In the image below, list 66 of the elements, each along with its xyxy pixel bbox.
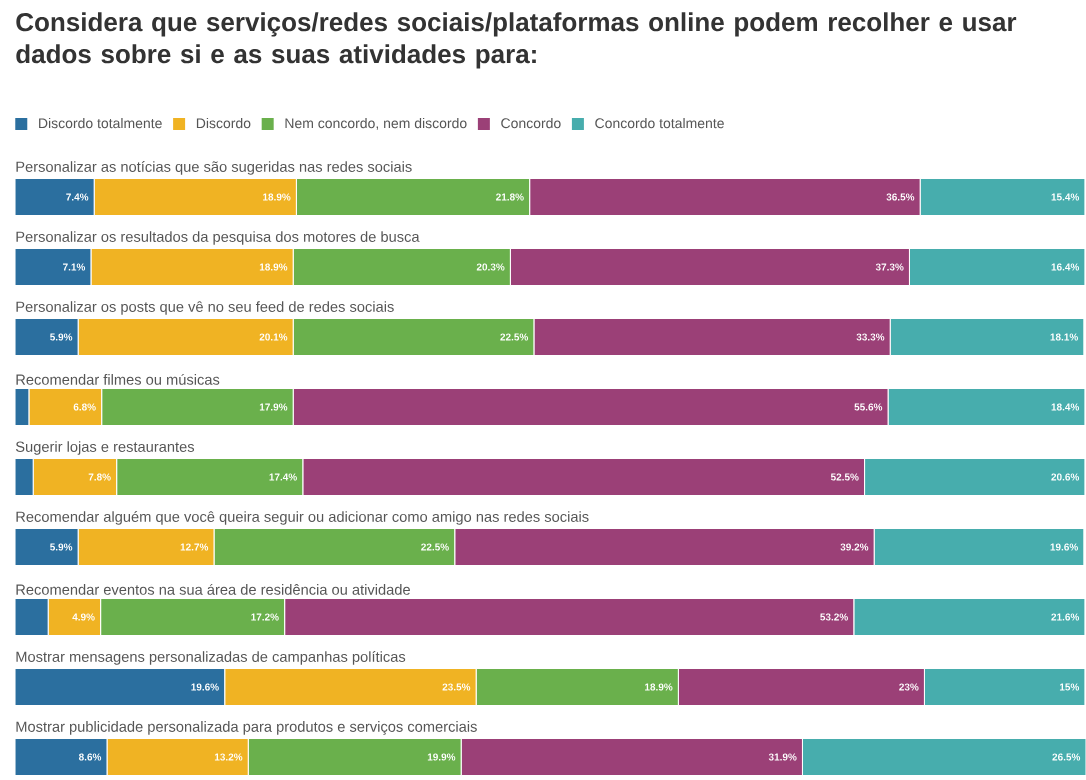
data-label: 7.8% [88,473,111,481]
y-tick-label: Recomendar eventos na sua área de residência ou atividade [16,583,410,595]
data-label: 16.4% [1051,263,1080,271]
legend-label: Discordo totalmente [39,117,162,129]
data-label: 7.1% [63,263,86,271]
data-label: 22.5% [500,333,529,341]
data-label: 13.2% [214,753,243,761]
y-tick-label: Mostrar publicidade personalizada para produtos e serviços comerciais [16,721,477,735]
data-label: 18.1% [1050,333,1078,341]
data-label: 8.6% [78,753,102,761]
data-label: 39.2% [840,543,869,551]
data-label: 37.3% [875,263,904,271]
data-label: 4.9% [72,613,95,621]
data-label: 6.8% [73,403,96,411]
y-tick-label: Recomendar filmes ou músicas [16,373,220,385]
data-label: 23.5% [442,683,471,691]
legend-label: Concordo [501,117,561,129]
data-label: 23% [899,683,919,691]
chart-title: Considera que serviços/redes sociais/plataformas online podem recolher e usar dados sobre si e as suas atividades para: [16,12,1017,69]
bar [853,597,1086,637]
legend-label: Discordo [196,117,251,129]
data-label: 17.9% [259,403,288,411]
data-label: 21.6% [1051,613,1080,621]
data-label: 22.5% [421,543,449,551]
data-label: 5.9% [50,543,73,551]
data-label: 55.6% [854,403,883,411]
data-label: 20.6% [1051,473,1080,481]
data-label: 19.6% [1050,543,1078,551]
data-label: 20.3% [476,263,505,271]
data-label: 18.4% [1051,403,1080,411]
data-label: 5.9% [50,333,73,341]
data-label: 53.2% [820,613,848,621]
y-tick-label: Mostrar mensagens personalizadas de campanhas políticas [16,651,406,665]
data-label: 33.3% [856,333,885,341]
data-label: 52.5% [830,473,859,481]
data-label: 15% [1059,683,1080,691]
data-label: 18.9% [645,683,673,691]
data-label: 12.7% [180,543,209,551]
y-tick-label: Personalizar os posts que vê no seu feed de redes sociais [16,301,394,315]
bar [873,527,1085,567]
data-label: 17.4% [269,473,297,481]
y-tick-label: Sugerir lojas e restaurantes [15,441,195,455]
legend-label: Concordo totalmente [595,117,724,129]
data-label: 15.4% [1051,193,1080,201]
data-label: 36.5% [886,193,915,201]
data-label: 21.8% [496,193,524,201]
legend-label: Nem concordo, nem discordo [285,117,467,130]
data-label: 7.4% [66,193,89,201]
y-tick-label: Personalizar as notícias que são sugeridas nas redes sociais [16,161,412,175]
data-label: 20.1% [259,333,288,341]
bar [863,457,1086,497]
y-tick-label: Recomendar alguém que você queira seguir ou adicionar como amigo nas redes sociais [16,511,589,525]
bar [919,177,1086,217]
bar [908,247,1086,287]
data-label: 19.6% [191,683,219,691]
data-label: 17.2% [251,613,279,621]
y-tick-label: Personalizar os resultados da pesquisa dos motores de busca [16,231,420,245]
bar [889,317,1085,357]
bar [887,387,1086,427]
bar [923,667,1086,707]
data-label: 26.5% [1052,753,1081,761]
data-label: 31.9% [768,753,797,761]
data-label: 18.9% [263,193,291,201]
data-label: 19.9% [427,753,456,761]
bar [801,737,1086,777]
data-label: 18.9% [259,263,288,271]
